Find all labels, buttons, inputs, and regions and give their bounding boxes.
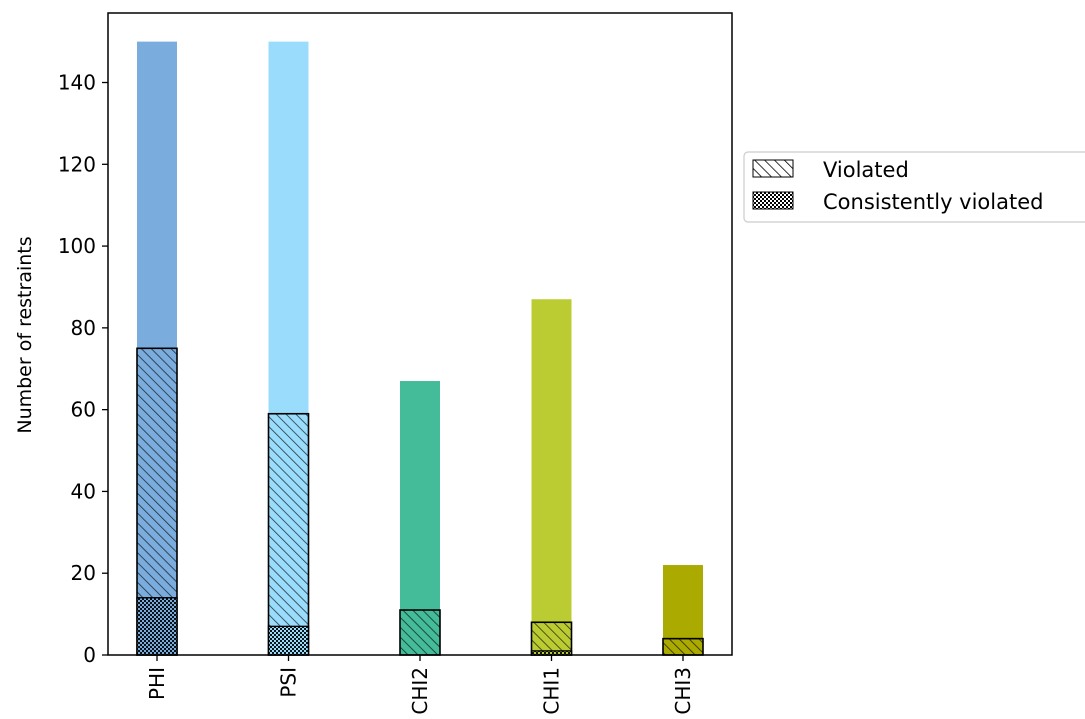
y-tick-label-40: 40 [71,479,96,503]
legend-box [743,151,1085,223]
legend-label-violated: Violated [823,158,909,182]
x-tick-label-phi: PHI [145,667,169,700]
x-tick-label-chi1: CHI1 [540,667,564,715]
legend-swatch-consistently-violated [752,191,794,210]
bar-violated-psi [267,412,310,656]
x-tick-label-chi3: CHI3 [671,667,695,715]
bar-violated-chi3 [662,637,704,656]
y-axis-label: Number of restraints [14,236,36,433]
bar-total-chi1 [531,299,572,655]
y-tick-label-0: 0 [83,643,96,667]
y-tick-label-140: 140 [58,71,96,95]
y-tick-label-120: 120 [58,152,96,176]
x-tick-label-chi2: CHI2 [408,667,432,715]
bar-violated-chi2 [399,609,441,656]
plot-frame [107,12,733,656]
legend-label-consistently-violated: Consistently violated [823,190,1043,214]
bar-consistent-phi [136,597,178,656]
y-tick-label-80: 80 [71,316,96,340]
x-tick-label-psi: PSI [277,667,301,698]
bars-layer [136,41,704,656]
y-tick-label-20: 20 [71,561,96,585]
bar-consistent-psi [267,625,310,656]
y-tick-label-60: 60 [71,398,96,422]
y-tick-label-100: 100 [58,234,96,258]
legend-swatch-violated [752,159,794,178]
y-ticks: 0 20 40 60 80 100 120 140 [58,71,108,667]
x-ticks: PHI PSI CHI2 CHI1 CHI3 [145,655,695,715]
legend: Violated Consistently violated [743,151,1085,223]
bar-violated-chi1 [530,621,573,656]
